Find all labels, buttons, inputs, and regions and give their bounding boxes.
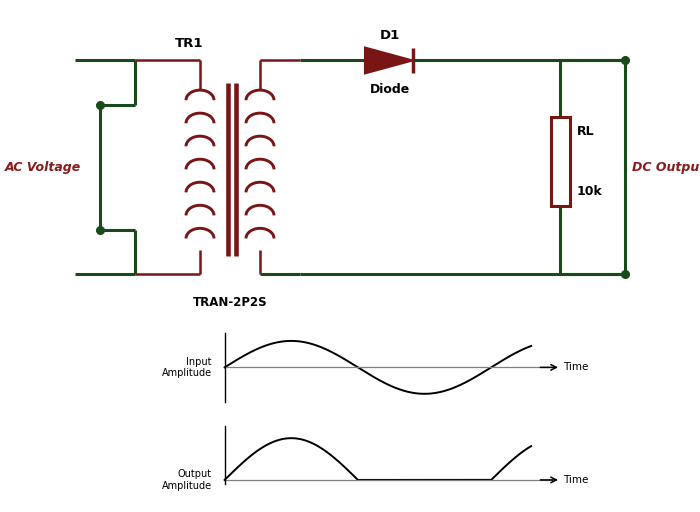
- Text: Output
Amplitude: Output Amplitude: [162, 469, 212, 490]
- Polygon shape: [365, 48, 412, 73]
- Text: DC Output: DC Output: [633, 161, 700, 174]
- Bar: [550, 117, 570, 206]
- Text: TR1: TR1: [175, 37, 204, 50]
- Text: 10k: 10k: [577, 185, 603, 199]
- Text: TRAN-2P2S: TRAN-2P2S: [193, 296, 267, 309]
- Text: Input
Amplitude: Input Amplitude: [162, 356, 212, 378]
- Text: Diode: Diode: [370, 82, 410, 96]
- Text: RL: RL: [577, 125, 594, 138]
- Text: Time: Time: [563, 362, 588, 372]
- Text: D1: D1: [380, 29, 400, 42]
- Text: Time: Time: [563, 475, 588, 485]
- Text: AC Voltage: AC Voltage: [5, 161, 81, 174]
